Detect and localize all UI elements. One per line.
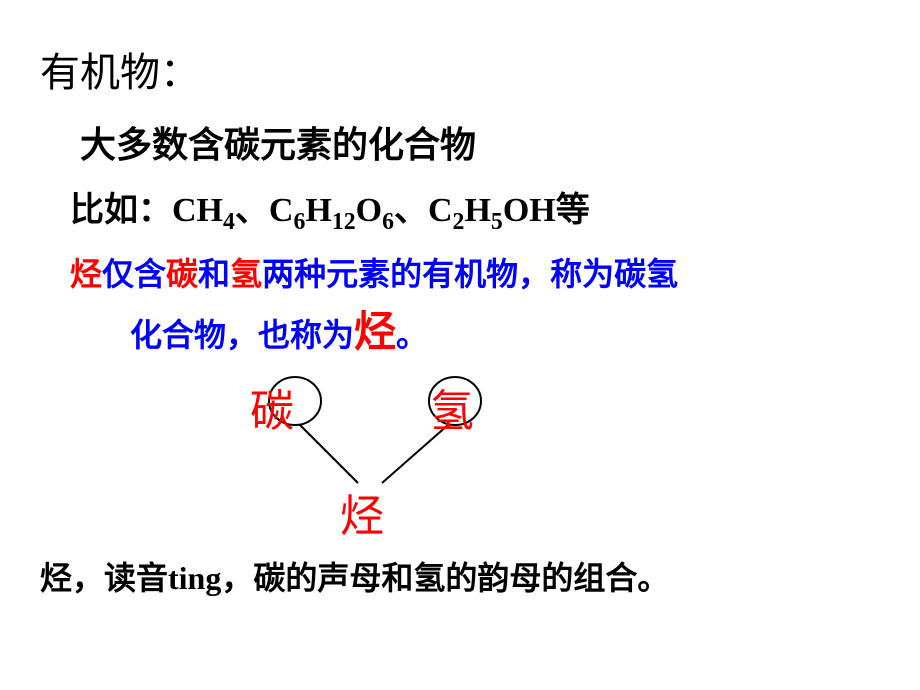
def-period: 。	[396, 317, 428, 353]
ting-char: 烃	[70, 256, 102, 292]
def-text: 仅含	[102, 256, 166, 292]
definition-line-1: 烃仅含碳和氢两种元素的有机物，称为碳氢	[70, 250, 880, 298]
footer-text: 烃，读音ting，碳的声母和氢的韵母的组合。	[40, 553, 880, 599]
ting-char-big: 烃	[354, 310, 396, 356]
examples-line: 比如：CH4、C6H12O6、C2H5OH等	[70, 182, 880, 236]
subtitle-text: 大多数含碳元素的化合物	[80, 116, 880, 168]
line-from-carbon	[300, 425, 358, 483]
def-text: 两种元素的有机物，称为碳氢	[262, 256, 678, 292]
title-heading: 有机物：	[40, 40, 880, 98]
ting-label: 烃	[340, 480, 384, 544]
carbon-char: 碳	[166, 256, 198, 292]
def-text: 化合物，也称为	[130, 317, 354, 353]
formula-ch4: CH4	[172, 192, 235, 229]
separator: 、	[235, 192, 269, 229]
example-suffix: 等	[556, 192, 590, 229]
definition-line-2: 化合物，也称为烃。	[130, 302, 880, 365]
combination-diagram: 碳 氢 烃	[210, 375, 880, 545]
formula-c2h5oh: C2H5OH	[428, 192, 556, 229]
formula-c6h12o6: C6H12O6	[269, 192, 394, 229]
separator: 、	[394, 192, 428, 229]
carbon-label: 碳	[250, 375, 294, 439]
hydrogen-char: 氢	[230, 256, 262, 292]
example-prefix: 比如：	[70, 192, 172, 229]
hydrogen-label: 氢	[430, 375, 474, 439]
def-text: 和	[198, 256, 230, 292]
